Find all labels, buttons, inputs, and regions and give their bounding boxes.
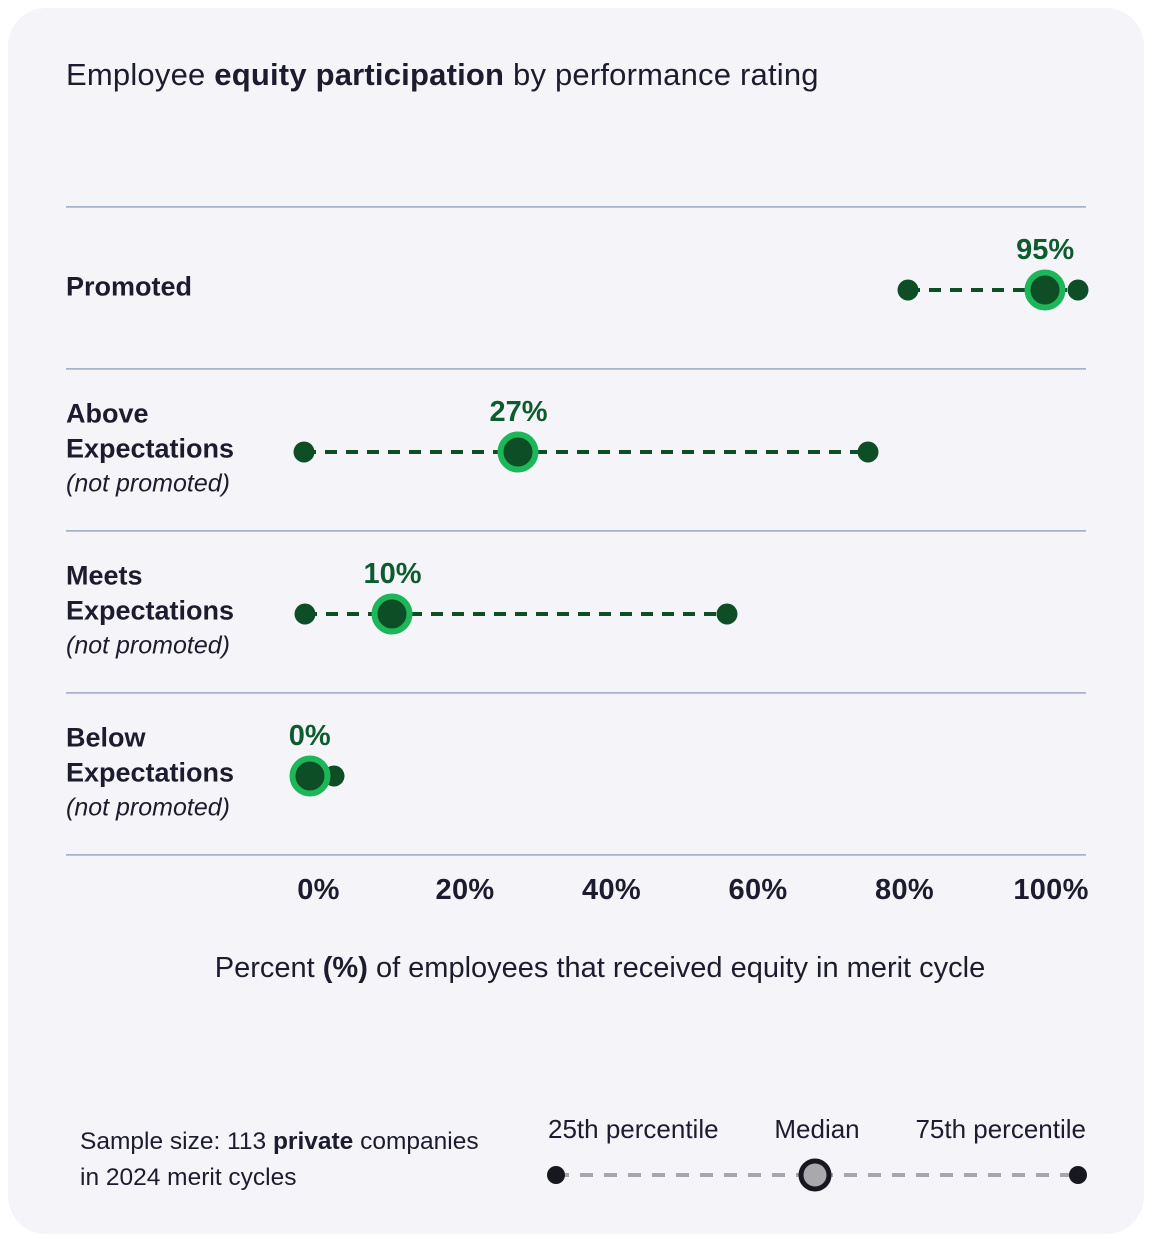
p75-dot xyxy=(857,441,879,463)
row-divider xyxy=(66,692,1086,694)
x-axis-label: Percent (%) of employees that received e… xyxy=(215,952,985,985)
p75-dot xyxy=(1067,279,1089,301)
row-label-meets-expectations: Meets Expectations (not promoted) xyxy=(66,559,306,664)
row-plot-area: 95% xyxy=(8,206,1144,368)
percentile-range-line xyxy=(908,288,1079,292)
chart-title-prefix: Employee xyxy=(66,57,215,92)
x-axis-tick: 40% xyxy=(582,874,641,906)
chart-card: Employee equity participation by perform… xyxy=(8,8,1144,1234)
sample-size-note: Sample size: 113 private companies in 20… xyxy=(80,1124,479,1196)
row-label-below-expectations: Below Expectations (not promoted) xyxy=(66,721,306,826)
row-plot-area: 10% xyxy=(8,530,1144,692)
row-plot-area: 27% xyxy=(8,368,1144,530)
p75-dot xyxy=(716,603,737,625)
sample-size-line-1: Sample size: 113 private companies xyxy=(80,1124,479,1160)
row-divider xyxy=(66,368,1086,370)
sample-size-prefix: Sample size: 113 xyxy=(80,1128,273,1155)
x-axis-label-emphasis: (%) xyxy=(322,952,368,984)
sample-size-line-2: in 2024 merit cycles xyxy=(80,1164,297,1191)
row-label-text: Below Expectations xyxy=(66,722,235,788)
median-dot xyxy=(1024,269,1066,311)
median-dot xyxy=(289,755,331,797)
chart-row-promoted: Promoted 95% xyxy=(8,206,1144,368)
x-axis-label-prefix: Percent xyxy=(214,952,323,984)
row-divider xyxy=(66,206,1086,208)
median-value-label: 10% xyxy=(363,558,422,590)
sample-size-suffix: companies xyxy=(353,1128,479,1155)
p25-dot xyxy=(294,603,316,625)
row-sublabel-text: (not promoted) xyxy=(66,631,230,660)
legend-item-25th-percentile: 25th percentile xyxy=(548,1114,719,1144)
x-axis-tick: 60% xyxy=(728,874,788,906)
median-value-label: 95% xyxy=(1016,234,1075,266)
legend-median-dot-icon xyxy=(798,1158,832,1192)
chart-title-suffix: by performance rating xyxy=(504,57,819,92)
p25-dot xyxy=(897,279,919,301)
p25-dot xyxy=(293,441,315,463)
legend-75th-percentile-dot-icon xyxy=(1069,1166,1087,1184)
legend-25th-percentile-dot-icon xyxy=(547,1166,565,1184)
chart-title-emphasis: equity participation xyxy=(214,57,505,92)
median-dot xyxy=(371,593,413,635)
legend: 25th percentile Median 75th percentile xyxy=(548,1114,1086,1145)
sample-size-emphasis: private xyxy=(272,1128,354,1155)
median-dot xyxy=(497,431,539,473)
row-label-text: Meets Expectations xyxy=(66,560,235,626)
legend-item-median: Median xyxy=(774,1114,860,1144)
x-axis-tick: 20% xyxy=(435,874,495,906)
median-value-label: 27% xyxy=(489,396,548,428)
legend-item-75th-percentile: 75th percentile xyxy=(915,1114,1086,1144)
row-label-text: Above Expectations xyxy=(66,398,235,464)
percentile-range-line xyxy=(303,450,868,454)
row-label-above-expectations: Above Expectations (not promoted) xyxy=(66,397,306,502)
chart-row-meets-expectations: Meets Expectations (not promoted) 10% xyxy=(8,530,1144,692)
x-axis-tick: 100% xyxy=(1013,874,1089,906)
chart-row-above-expectations: Above Expectations (not promoted) 27% xyxy=(8,368,1144,530)
row-plot-area: 0% xyxy=(8,692,1144,854)
chart-title: Employee equity participation by perform… xyxy=(66,54,819,96)
x-axis-label-suffix: of employees that received equity in mer… xyxy=(367,952,986,984)
row-sublabel-text: (not promoted) xyxy=(66,469,230,498)
percentile-range-line xyxy=(305,612,727,616)
row-sublabel-text: (not promoted) xyxy=(66,793,230,822)
x-axis-tick: 80% xyxy=(875,874,934,906)
median-value-label: 0% xyxy=(288,720,331,752)
row-label-promoted: Promoted xyxy=(66,270,192,305)
row-divider xyxy=(66,530,1086,532)
chart-row-below-expectations: Below Expectations (not promoted) 0% xyxy=(8,692,1144,854)
x-axis-tick: 0% xyxy=(297,874,340,906)
row-label-text: Promoted xyxy=(66,271,193,302)
x-axis: 0% 20% 40% 60% 80% 100% xyxy=(8,874,1144,914)
chart-bottom-divider xyxy=(66,854,1086,856)
